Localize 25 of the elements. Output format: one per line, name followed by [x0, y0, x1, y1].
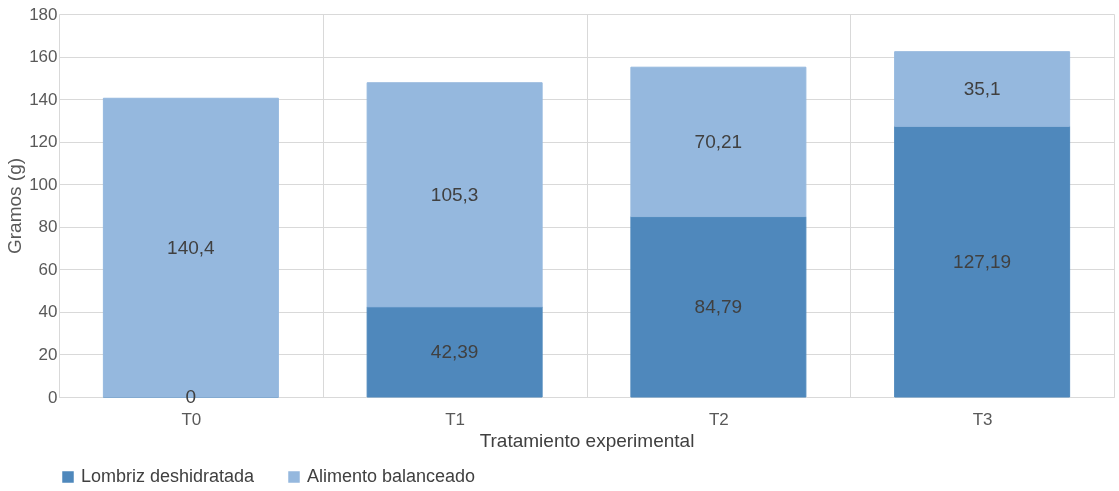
- x-tick-label: T2: [708, 409, 729, 429]
- data-label: 127,19: [953, 250, 1012, 272]
- y-tick-label: 40: [38, 302, 58, 322]
- y-tick-label: 100: [29, 174, 58, 194]
- data-label: 105,3: [430, 183, 479, 205]
- y-tick-label: 180: [29, 4, 58, 24]
- x-axis-title: Tratamiento experimental: [479, 429, 695, 451]
- x-tick-label: T0: [181, 409, 202, 429]
- y-tick-label: 140: [29, 89, 58, 109]
- legend-label: Lombriz deshidratada: [81, 466, 256, 486]
- legend-label: Alimento balanceado: [307, 466, 476, 486]
- y-tick-label: 80: [38, 217, 58, 237]
- y-tick-label: 160: [29, 47, 58, 67]
- y-tick-label: 120: [29, 132, 58, 152]
- data-label: 35,1: [963, 78, 1001, 100]
- y-axis-title: Gramos (g): [4, 157, 26, 255]
- data-label: 70,21: [694, 130, 743, 152]
- data-label: 140,4: [167, 236, 216, 258]
- x-tick-label: T1: [445, 409, 466, 429]
- data-label: 42,39: [430, 340, 479, 362]
- y-tick-label: 60: [38, 259, 58, 279]
- x-tick-label: T3: [972, 409, 993, 429]
- y-tick-label: 20: [38, 344, 58, 364]
- data-label: 84,79: [694, 295, 743, 317]
- y-tick-label: 0: [48, 387, 58, 407]
